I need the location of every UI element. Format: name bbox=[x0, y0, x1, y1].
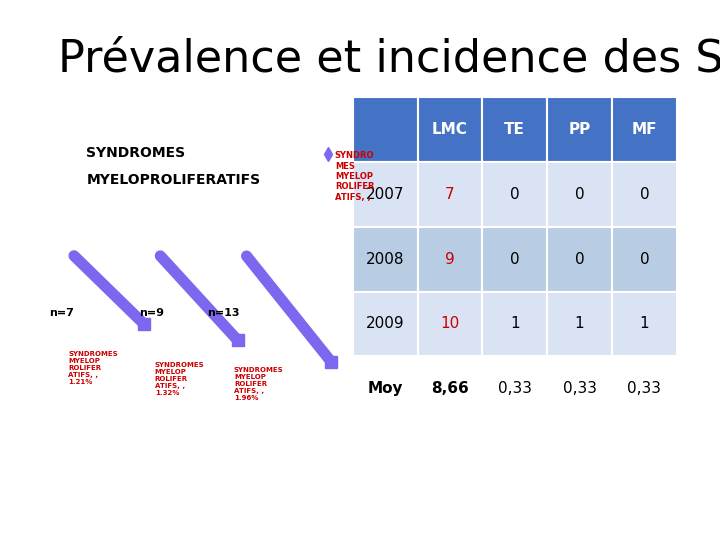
FancyBboxPatch shape bbox=[547, 356, 612, 421]
Text: MYELOPROLIFERATIFS: MYELOPROLIFERATIFS bbox=[86, 173, 261, 187]
Text: 0: 0 bbox=[575, 187, 585, 202]
FancyBboxPatch shape bbox=[612, 162, 677, 227]
FancyBboxPatch shape bbox=[353, 292, 418, 356]
Text: 10: 10 bbox=[441, 316, 459, 332]
Text: Prévalence et incidence des SMP: Prévalence et incidence des SMP bbox=[58, 38, 720, 81]
FancyBboxPatch shape bbox=[547, 227, 612, 292]
FancyBboxPatch shape bbox=[482, 356, 547, 421]
Text: SYNDROMES
MYELOP
ROLIFER
ATIFS, ,
1.96%: SYNDROMES MYELOP ROLIFER ATIFS, , 1.96% bbox=[234, 367, 284, 401]
FancyBboxPatch shape bbox=[482, 227, 547, 292]
Text: SYNDRO
MES
MYELOP
ROLIFER
ATIFS, ,: SYNDRO MES MYELOP ROLIFER ATIFS, , bbox=[335, 151, 374, 202]
Text: 0,33: 0,33 bbox=[498, 381, 532, 396]
FancyBboxPatch shape bbox=[612, 356, 677, 421]
FancyBboxPatch shape bbox=[547, 292, 612, 356]
Text: 1: 1 bbox=[639, 316, 649, 332]
Text: SYNDROMES
MYELOP
ROLIFER
ATIFS, ,
1.32%: SYNDROMES MYELOP ROLIFER ATIFS, , 1.32% bbox=[155, 362, 204, 396]
Text: 0,33: 0,33 bbox=[627, 381, 662, 396]
FancyBboxPatch shape bbox=[547, 97, 612, 162]
Text: 1: 1 bbox=[510, 316, 520, 332]
FancyBboxPatch shape bbox=[353, 227, 418, 292]
Text: 1: 1 bbox=[575, 316, 585, 332]
Text: 2009: 2009 bbox=[366, 316, 405, 332]
FancyBboxPatch shape bbox=[612, 292, 677, 356]
Text: n=13: n=13 bbox=[207, 308, 240, 318]
FancyBboxPatch shape bbox=[353, 162, 418, 227]
FancyBboxPatch shape bbox=[418, 292, 482, 356]
Text: SYNDROMES
MYELOP
ROLIFER
ATIFS, ,
1.21%: SYNDROMES MYELOP ROLIFER ATIFS, , 1.21% bbox=[68, 351, 118, 385]
Text: 0: 0 bbox=[510, 187, 520, 202]
Text: n=9: n=9 bbox=[139, 308, 163, 318]
Text: Moy: Moy bbox=[367, 381, 403, 396]
FancyBboxPatch shape bbox=[418, 227, 482, 292]
FancyBboxPatch shape bbox=[482, 97, 547, 162]
Text: 0: 0 bbox=[510, 252, 520, 267]
Text: SYNDROMES: SYNDROMES bbox=[86, 146, 186, 160]
FancyBboxPatch shape bbox=[418, 97, 482, 162]
Text: LMC: LMC bbox=[432, 122, 468, 137]
FancyBboxPatch shape bbox=[418, 162, 482, 227]
Text: 0: 0 bbox=[575, 252, 585, 267]
Text: 9: 9 bbox=[445, 252, 455, 267]
Text: n=7: n=7 bbox=[49, 308, 73, 318]
Text: 0,33: 0,33 bbox=[562, 381, 597, 396]
Text: PP: PP bbox=[569, 122, 590, 137]
Text: 8,66: 8,66 bbox=[431, 381, 469, 396]
FancyBboxPatch shape bbox=[353, 356, 418, 421]
Text: 2008: 2008 bbox=[366, 252, 405, 267]
Text: 7: 7 bbox=[445, 187, 455, 202]
Text: TE: TE bbox=[505, 122, 525, 137]
FancyBboxPatch shape bbox=[612, 227, 677, 292]
FancyBboxPatch shape bbox=[612, 97, 677, 162]
FancyBboxPatch shape bbox=[482, 292, 547, 356]
FancyBboxPatch shape bbox=[353, 97, 418, 162]
FancyBboxPatch shape bbox=[547, 162, 612, 227]
Text: 2007: 2007 bbox=[366, 187, 405, 202]
Text: 0: 0 bbox=[639, 187, 649, 202]
FancyBboxPatch shape bbox=[418, 356, 482, 421]
FancyBboxPatch shape bbox=[482, 162, 547, 227]
Text: 0: 0 bbox=[639, 252, 649, 267]
Text: MF: MF bbox=[631, 122, 657, 137]
